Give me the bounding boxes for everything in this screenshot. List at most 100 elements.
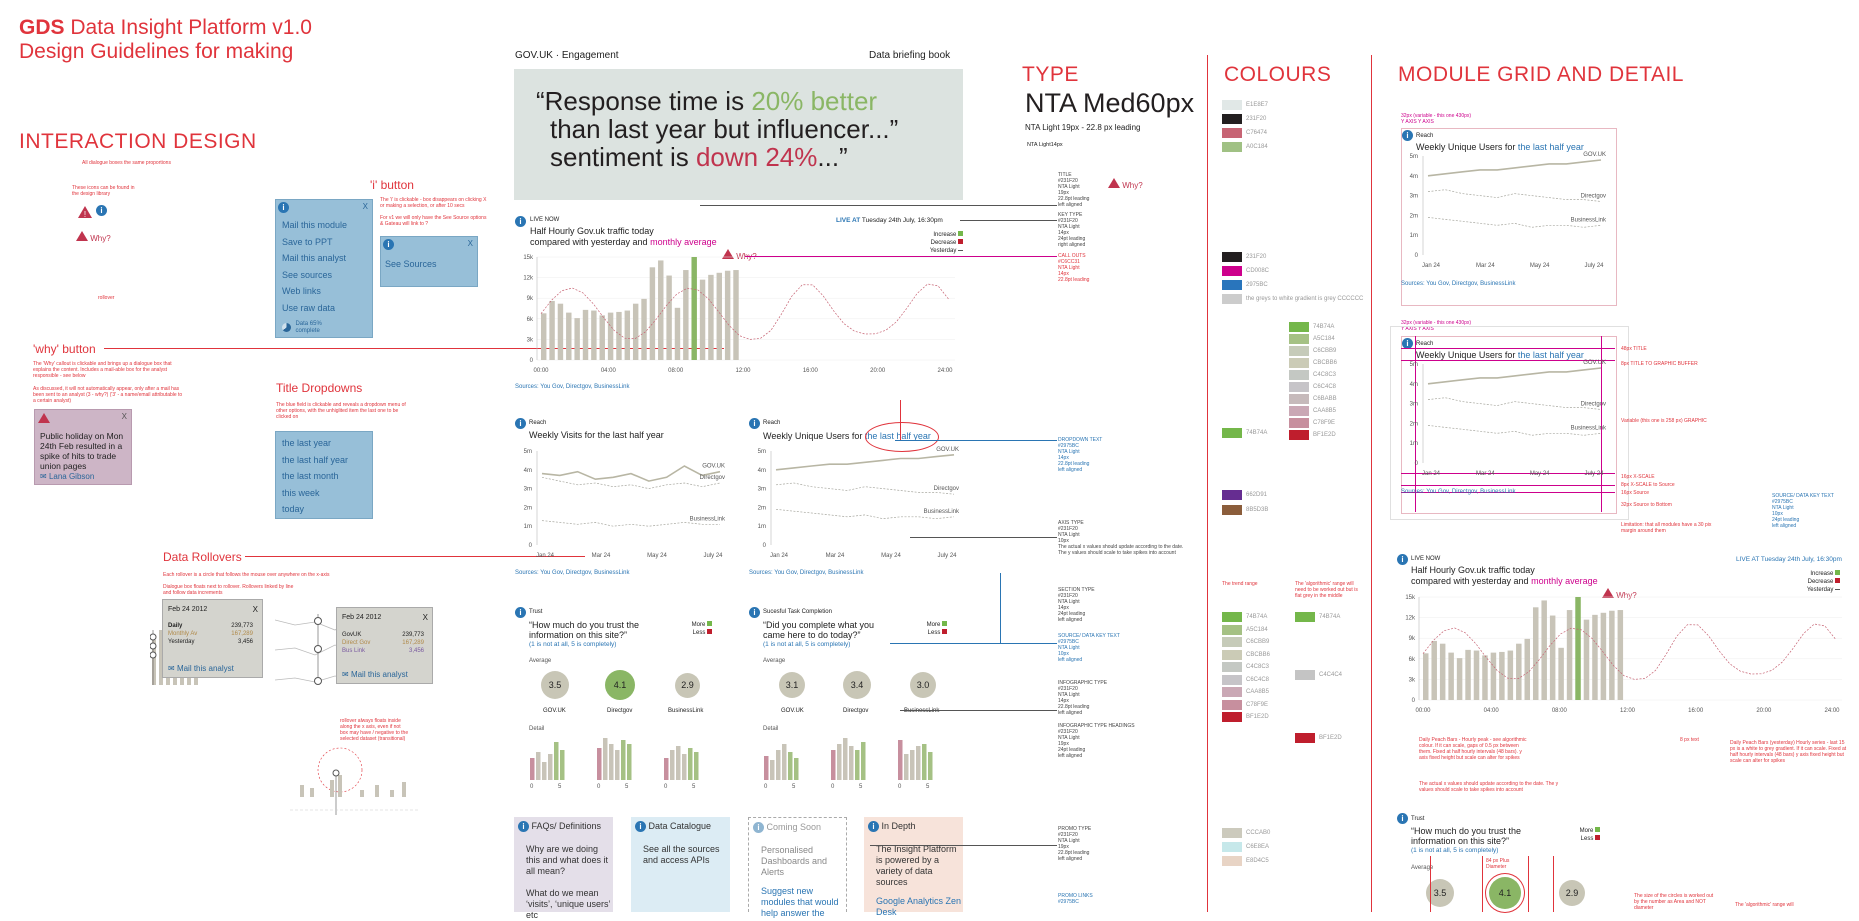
x-tick-label: Jan 24 [770, 553, 789, 559]
colour-swatch [1289, 358, 1309, 368]
quote-part: ...” [817, 142, 848, 172]
connector-line [900, 400, 901, 440]
info-icon[interactable]: i [515, 418, 526, 429]
series-line [1427, 397, 1602, 410]
title-dropdown[interactable]: the last half year [1517, 350, 1584, 360]
title-dropdown[interactable]: the last half year [1517, 142, 1584, 152]
colour-swatch [1289, 394, 1309, 404]
info-icon[interactable]: i [749, 418, 760, 429]
info-icon[interactable]: i [515, 607, 526, 618]
menu-item-save-ppt[interactable]: Save to PPT [282, 236, 333, 247]
promo-coming-soon[interactable]: i Coming Soon Personalised Dashboards an… [748, 817, 847, 918]
why-callout[interactable]: Why? [1602, 588, 1637, 600]
average-circle: 4.1 [1489, 877, 1521, 909]
promo-in-depth[interactable]: i In Depth The Insight Platform is power… [864, 817, 963, 917]
connector-line [960, 220, 1057, 221]
chart-source[interactable]: Sources: You Gov, Directgov, BusinessLin… [1401, 489, 1516, 495]
dropdown-option[interactable]: this week [282, 487, 320, 498]
detail-bar [597, 748, 602, 780]
series-label: BusinessLink [1571, 217, 1607, 223]
detail-label: Detail [529, 726, 545, 732]
menu-item-mail-analyst[interactable]: Mail this analyst [282, 253, 347, 263]
colour-label: 231F20 [1246, 116, 1267, 122]
detail-bar [922, 744, 927, 780]
why-note: As discussed, it will not automatically … [33, 386, 183, 404]
colour-label: 2975BC [1246, 282, 1268, 288]
connector-line [890, 643, 1057, 644]
average-circle: 2.9 [675, 673, 700, 698]
info-icon[interactable]: i [96, 205, 107, 216]
question-line: “How much do you trust the [1411, 826, 1522, 836]
mail-analyst-link[interactable]: ✉ Mail this analyst [168, 664, 234, 673]
info-icon[interactable]: i [1402, 130, 1413, 141]
colour-swatch [1222, 699, 1242, 710]
y-tick-label: 3m [758, 487, 766, 493]
info-icon[interactable]: i [1397, 813, 1408, 824]
promo-faqs[interactable]: i FAQs/ Definitions Why are we doing thi… [514, 817, 613, 920]
note-dialogue: All dialogue boxes the same proportions [82, 160, 171, 166]
menu-item-see-sources[interactable]: See sources [282, 269, 333, 280]
x-tick-label: 0 [597, 784, 601, 790]
colour-swatch [1222, 114, 1242, 124]
colour-label: CBCBB6 [1313, 360, 1338, 366]
dropdown-option[interactable]: the last month [282, 471, 339, 481]
row-label: Monthly Av [168, 631, 198, 637]
row-label: Daily [168, 623, 183, 629]
task-legend: More Less [915, 621, 947, 637]
close-icon[interactable]: X [422, 613, 428, 622]
trust-tag: Trust [529, 609, 543, 615]
info-icon[interactable]: i [515, 216, 526, 227]
menu-item-mail-module[interactable]: Mail this module [282, 220, 348, 230]
detail-bar [603, 738, 608, 780]
dropdown-option[interactable]: the last year [282, 438, 332, 448]
mail-analyst-link[interactable]: ✉ Lana Gibson [40, 472, 94, 481]
traffic-bar [1566, 610, 1573, 700]
live-time: LIVE AT Tuesday 24th July, 16:30pm [1736, 556, 1842, 563]
chart-source[interactable]: Sources: You Gov, Directgov, BusinessLin… [515, 384, 630, 390]
chart-source[interactable]: Sources: You Gov, Directgov, BusinessLin… [749, 570, 864, 576]
y-tick-label: 4m [1410, 382, 1418, 388]
connector-line [245, 556, 585, 557]
y-tick-label: 9k [527, 296, 534, 302]
grid-annotation: 16px X-SCALE [1621, 474, 1655, 480]
dropdown-option[interactable]: today [282, 504, 305, 514]
info-icon[interactable]: i [1397, 554, 1408, 565]
x-tick-label: 16:00 [803, 368, 819, 374]
y-tick-label: 5m [1410, 154, 1418, 160]
info-icon[interactable]: i [1402, 338, 1413, 349]
colour-swatch [1289, 346, 1309, 356]
chart-source[interactable]: Sources: You Gov, Directgov, BusinessLin… [1401, 281, 1516, 287]
title-link[interactable]: monthly average [1531, 576, 1598, 586]
dropdown-option[interactable]: the last half year [282, 454, 349, 465]
promo-link[interactable]: Suggest new modules that would help answ… [761, 886, 839, 918]
close-icon[interactable]: X [362, 202, 368, 211]
why-label: Why? [90, 234, 111, 243]
info-icon[interactable]: i [749, 607, 760, 618]
close-icon[interactable]: X [252, 605, 258, 614]
menu-item-raw-data[interactable]: Use raw data [282, 302, 336, 313]
close-icon[interactable]: X [467, 239, 473, 248]
why-callout[interactable]: Why? [1108, 178, 1143, 190]
live-time-text: Tuesday 24th July, 16:30pm [861, 217, 943, 224]
close-icon[interactable]: X [121, 412, 127, 421]
mail-analyst-link[interactable]: ✉ Mail this analyst [342, 670, 408, 679]
menu-item-web-links[interactable]: Web links [282, 286, 321, 296]
colour-swatch [1222, 712, 1242, 722]
info-icon[interactable]: i [383, 239, 394, 250]
x-tick-label: Jan 24 [536, 553, 555, 559]
promo-link[interactable]: Google Analytics Zen Desk [876, 896, 962, 917]
warning-icon [76, 231, 88, 241]
grid-guide [1401, 348, 1615, 349]
chart-source[interactable]: Sources: You Gov, Directgov, BusinessLin… [515, 570, 630, 576]
info-icon[interactable]: i [278, 202, 289, 213]
detail-bar [849, 746, 854, 780]
title-link[interactable]: monthly average [650, 237, 717, 247]
see-sources-link[interactable]: See Sources [385, 259, 437, 269]
warning-icon [38, 413, 50, 423]
type-spec: KEY TYPE #231F20 NTA Light 14px 24pt lea… [1058, 212, 1086, 248]
colour-swatch [1222, 266, 1242, 276]
legend-label: Yesterday [929, 248, 957, 254]
why-callout[interactable]: Why? [76, 231, 111, 243]
promo-data-catalogue[interactable]: i Data Catalogue See all the sources and… [631, 817, 730, 912]
colour-label: C6E8EA [1246, 844, 1270, 850]
